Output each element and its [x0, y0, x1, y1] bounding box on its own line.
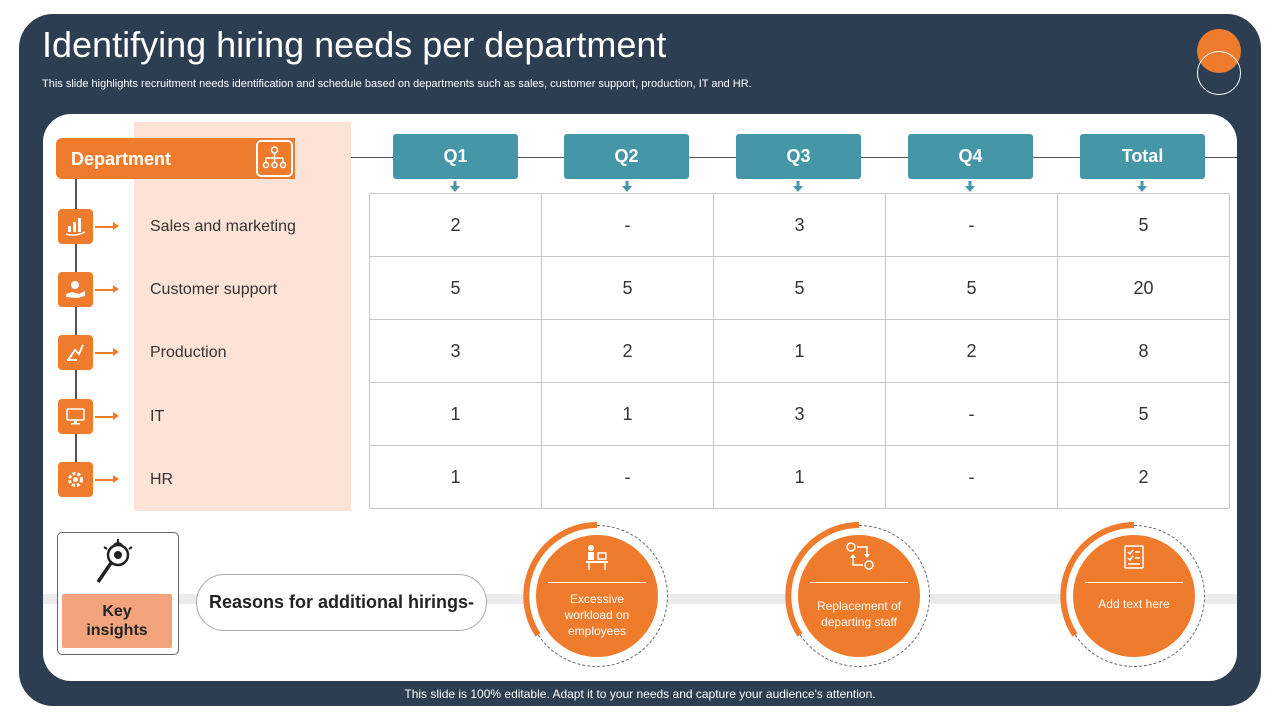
- reason-circle-replacement: [798, 535, 920, 657]
- department-label-support: Customer support: [150, 281, 278, 298]
- table-cell: -: [885, 382, 1058, 446]
- decorative-ring: [1197, 51, 1241, 95]
- table-cell: 20: [1057, 256, 1230, 320]
- table-cell: 5: [541, 256, 714, 320]
- down-arrow-icon: [450, 181, 460, 192]
- down-arrow-icon: [965, 181, 975, 192]
- hr-arrow-head: [113, 475, 119, 483]
- down-arrow-icon: [793, 181, 803, 192]
- department-connector-line: [75, 179, 77, 481]
- key-insights-label: Key insights: [62, 594, 172, 648]
- table-cell: 1: [713, 445, 886, 509]
- reason-circle-workload: [536, 535, 658, 657]
- hiring-table: 2 - 3 - 5 5 5 5 5 20 3 2 1 2 8 1 1 3 - 5: [369, 193, 1230, 509]
- down-arrow-icon: [1137, 181, 1147, 192]
- table-cell: 8: [1057, 319, 1230, 383]
- reason-text-replacement: Replacement of departing staff: [816, 599, 902, 629]
- sales-arrow: [95, 226, 115, 228]
- header-q3: Q3: [736, 134, 861, 179]
- table-cell: 5: [885, 256, 1058, 320]
- reason-arc: [523, 522, 598, 637]
- reason-divider: [548, 582, 646, 583]
- production-tool-icon: [58, 335, 93, 370]
- support-arrow-head: [113, 285, 119, 293]
- support-arrow: [95, 289, 115, 291]
- production-arrow: [95, 352, 115, 354]
- table-row: 1 1 3 - 5: [369, 382, 1230, 446]
- table-row: 2 - 3 - 5: [369, 193, 1230, 257]
- table-cell: 5: [369, 256, 542, 320]
- footer-note: This slide is 100% editable. Adapt it to…: [404, 687, 876, 701]
- table-cell: 2: [1057, 445, 1230, 509]
- table-cell: 2: [541, 319, 714, 383]
- page-subtitle: This slide highlights recruitment needs …: [42, 78, 752, 90]
- table-row: 5 5 5 5 20: [369, 256, 1230, 320]
- table-cell: 1: [369, 382, 542, 446]
- page-title: Identifying hiring needs per department: [42, 24, 667, 65]
- department-label-hr: HR: [150, 471, 174, 488]
- table-row: 1 - 1 - 2: [369, 445, 1230, 509]
- it-arrow: [95, 416, 115, 418]
- table-cell: 2: [885, 319, 1058, 383]
- department-header: [56, 138, 295, 179]
- reason-arc: [785, 522, 860, 637]
- worker-desk-icon: [586, 545, 608, 570]
- key-insights-text: Key insights: [86, 603, 148, 639]
- reason-arc: [1060, 522, 1135, 637]
- table-cell: -: [541, 193, 714, 257]
- reason-circle-add-text: [1073, 535, 1195, 657]
- table-cell: -: [885, 445, 1058, 509]
- monitor-icon: [58, 399, 93, 434]
- table-cell: 3: [713, 193, 886, 257]
- support-hand-icon: [58, 272, 93, 307]
- reasons-label: Reasons for additional hirings-: [196, 574, 487, 631]
- it-arrow-head: [113, 412, 119, 420]
- table-cell: 5: [1057, 382, 1230, 446]
- lightbulb-magnifier-icon: [96, 539, 133, 583]
- table-cell: -: [541, 445, 714, 509]
- department-label-sales: Sales and marketing: [150, 218, 296, 235]
- table-cell: 1: [369, 445, 542, 509]
- table-cell: 1: [541, 382, 714, 446]
- gear-people-icon: [58, 462, 93, 497]
- reason-divider: [1085, 582, 1183, 583]
- sales-hand-icon: [58, 209, 93, 244]
- department-column-background: [134, 122, 351, 511]
- header-q4: Q4: [908, 134, 1033, 179]
- table-row: 3 2 1 2 8: [369, 319, 1230, 383]
- table-cell: -: [885, 193, 1058, 257]
- department-header-label: Department: [71, 149, 172, 169]
- reason-divider: [810, 582, 908, 583]
- department-label-it: IT: [150, 408, 165, 425]
- header-total: Total: [1080, 134, 1205, 179]
- org-chart-icon: [256, 140, 293, 177]
- table-cell: 1: [713, 319, 886, 383]
- reason-text-add: Add text here: [1098, 597, 1170, 611]
- table-cell: 5: [713, 256, 886, 320]
- hr-arrow: [95, 479, 115, 481]
- table-cell: 5: [1057, 193, 1230, 257]
- production-arrow-head: [113, 348, 119, 356]
- exchange-people-icon: [846, 542, 874, 570]
- sales-arrow-head: [113, 222, 119, 230]
- header-q1: Q1: [393, 134, 518, 179]
- table-cell: 3: [713, 382, 886, 446]
- header-q2: Q2: [564, 134, 689, 179]
- checklist-icon: [1124, 545, 1144, 569]
- table-cell: 2: [369, 193, 542, 257]
- department-label-production: Production: [150, 344, 227, 361]
- reason-text-workload: Excessive workload on employees: [564, 592, 630, 638]
- table-cell: 3: [369, 319, 542, 383]
- down-arrow-icon: [622, 181, 632, 192]
